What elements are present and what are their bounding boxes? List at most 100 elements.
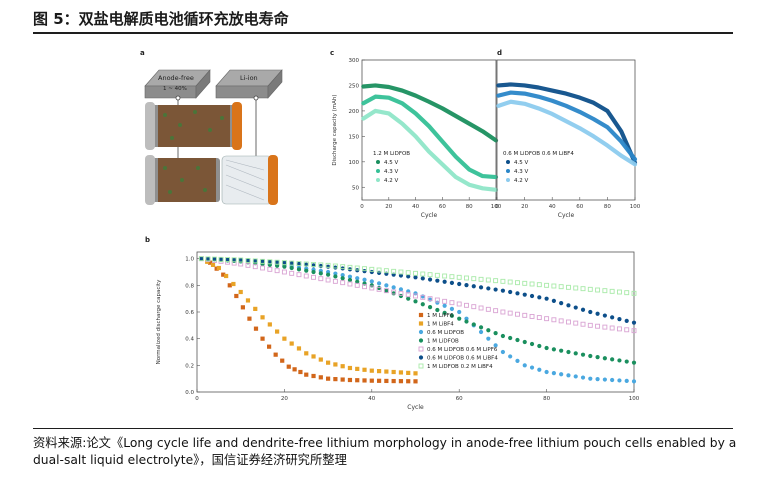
data-point — [442, 273, 448, 279]
data-point — [449, 280, 455, 285]
data-point — [529, 313, 535, 319]
y-tick-label: 200 — [349, 109, 360, 115]
data-point — [369, 378, 374, 383]
series-line — [496, 82, 638, 165]
data-point — [391, 285, 396, 290]
data-point — [420, 276, 425, 281]
y-tick-label: 300 — [349, 58, 360, 64]
data-point — [355, 279, 360, 284]
data-point — [435, 278, 440, 283]
data-point — [602, 377, 607, 382]
data-point — [245, 257, 251, 263]
data-point — [624, 327, 630, 333]
data-point — [405, 292, 411, 298]
data-point — [587, 286, 593, 292]
data-point — [529, 293, 535, 299]
data-point — [298, 369, 303, 375]
data-point — [558, 318, 564, 324]
data-point — [208, 260, 213, 265]
data-point — [515, 280, 520, 286]
data-point — [311, 373, 316, 379]
y-axis-label: Discharge capacity (mAh) — [332, 94, 338, 165]
data-point — [225, 257, 230, 262]
data-point — [245, 262, 251, 268]
series — [496, 90, 638, 162]
data-point — [292, 367, 297, 372]
data-point — [253, 258, 258, 263]
legend-entry: 1 M LiPF6 — [427, 313, 454, 319]
x-tick-label: 0 — [360, 204, 364, 210]
data-point — [362, 266, 367, 272]
y-tick-label: 1.0 — [185, 257, 194, 263]
x-tick-label: 20 — [281, 396, 288, 402]
x-tick-label: 20 — [385, 204, 392, 210]
data-point — [435, 300, 440, 305]
y-tick-label: 0.2 — [185, 363, 194, 369]
x-tick-label: 100 — [491, 204, 502, 210]
data-point — [595, 377, 600, 382]
legend-entry: 4.3 V — [514, 169, 528, 175]
data-point — [434, 297, 440, 303]
data-point — [384, 283, 389, 288]
data-point — [391, 378, 396, 384]
data-point — [252, 264, 258, 270]
data-point — [449, 306, 455, 311]
data-point — [515, 311, 520, 317]
data-point — [369, 269, 374, 275]
panel-a-illustration: a Anode-free 1 ~ 40% Li-ion — [140, 49, 283, 205]
data-point — [485, 277, 491, 283]
data-point — [325, 262, 331, 268]
data-point — [537, 295, 542, 300]
data-point — [566, 319, 571, 325]
data-point — [318, 271, 323, 276]
data-point — [311, 261, 316, 267]
data-point — [529, 341, 535, 347]
data-point — [464, 283, 469, 288]
data-point — [318, 357, 323, 362]
data-point — [311, 354, 316, 359]
data-point — [245, 298, 251, 303]
data-point — [573, 285, 579, 291]
data-point — [218, 256, 224, 262]
data-point — [566, 349, 571, 355]
figure-header: 图 5：双盐电解质电池循环充放电寿命 — [33, 6, 733, 32]
data-point — [273, 352, 278, 357]
data-point — [631, 320, 637, 325]
data-point — [221, 272, 226, 277]
x-tick-label: 0 — [195, 396, 199, 402]
y-axis-label: Normalized discharge capacity — [156, 279, 162, 364]
legend-swatch — [506, 169, 510, 173]
data-point — [464, 275, 469, 281]
data-point — [537, 367, 542, 372]
data-point — [478, 329, 484, 335]
data-point — [624, 318, 629, 323]
data-point — [347, 365, 353, 371]
data-point — [275, 329, 280, 334]
data-point — [311, 274, 316, 280]
data-point — [398, 379, 404, 384]
data-point — [624, 359, 629, 364]
series-line — [361, 94, 499, 180]
data-point — [427, 296, 433, 302]
legend-swatch — [376, 178, 380, 182]
legend: 1.2 M LiDFOB 4.5 V 4.3 V 4.2 V — [373, 151, 410, 184]
data-point — [551, 317, 557, 323]
data-point — [617, 378, 622, 383]
legend-swatch — [418, 355, 424, 360]
data-point — [493, 331, 498, 336]
legend: 1 M LiPF6 1 M LiBF4 0.6 M LiDFOB 1 M LiDFOB… — [418, 312, 498, 370]
data-point — [280, 358, 285, 363]
legend-entry: 4.2 V — [384, 178, 398, 184]
data-point — [227, 283, 232, 288]
data-point — [289, 260, 295, 266]
data-point — [631, 290, 637, 296]
legend-swatch — [418, 338, 424, 343]
y-tick-label: 0.8 — [185, 283, 194, 289]
data-point — [260, 265, 265, 271]
data-point — [508, 289, 513, 295]
data-point — [413, 371, 418, 376]
data-point — [362, 277, 367, 282]
data-point — [616, 289, 622, 295]
data-point — [413, 379, 418, 384]
data-point — [559, 348, 564, 353]
